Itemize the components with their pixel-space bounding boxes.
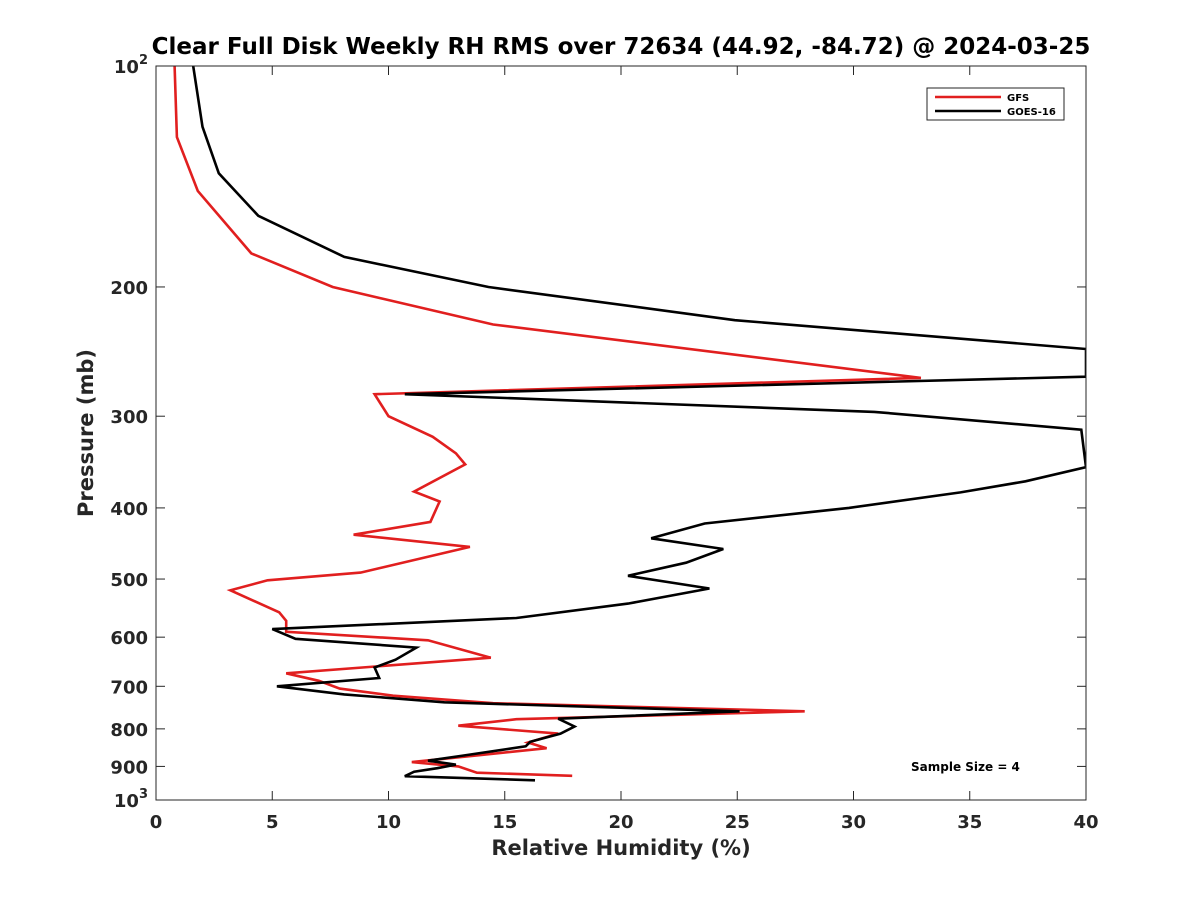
x-tick-label: 15 [492,812,517,833]
x-tick-label: 30 [841,812,866,833]
x-tick-label: 20 [608,812,633,833]
x-tick-label: 10 [376,812,401,833]
series-layer [173,66,1086,782]
sample-size-annotation: Sample Size = 4 [911,760,1020,774]
y-tick-label: 700 [110,677,148,698]
x-tick-label: 25 [725,812,750,833]
y-tick-label: 600 [110,628,148,649]
x-tick-label: 0 [150,812,163,833]
y-tick-label: 102 [114,53,148,78]
x-tick-label: 5 [266,812,279,833]
y-axis: 102 200 300 400 500 600 700 800 900 103 [110,53,1086,812]
y-tick-label: 400 [110,499,148,520]
x-axis: 0 5 10 15 20 25 30 35 40 [150,66,1099,833]
y-tick-label: 800 [110,720,148,741]
x-tick-label: 35 [957,812,982,833]
x-tick-label: 40 [1073,812,1098,833]
legend-box [926,87,1065,121]
series-line-goes-16 [191,66,1086,782]
y-tick-label: 300 [110,407,148,428]
y-tick-label: 500 [110,570,148,591]
y-tick-label: 103 [114,787,148,812]
legend-label-goes-16: GOES-16 [1007,107,1056,118]
x-axis-label: Relative Humidity (%) [491,836,750,860]
y-tick-label: 900 [110,757,148,778]
chart-legend: GFS GOES-16 [926,87,1065,121]
y-axis-label: Pressure (mb) [74,349,98,517]
chart-title: Clear Full Disk Weekly RH RMS over 72634… [152,34,1091,60]
y-tick-label: 200 [110,278,148,299]
legend-label-gfs: GFS [1007,93,1029,104]
